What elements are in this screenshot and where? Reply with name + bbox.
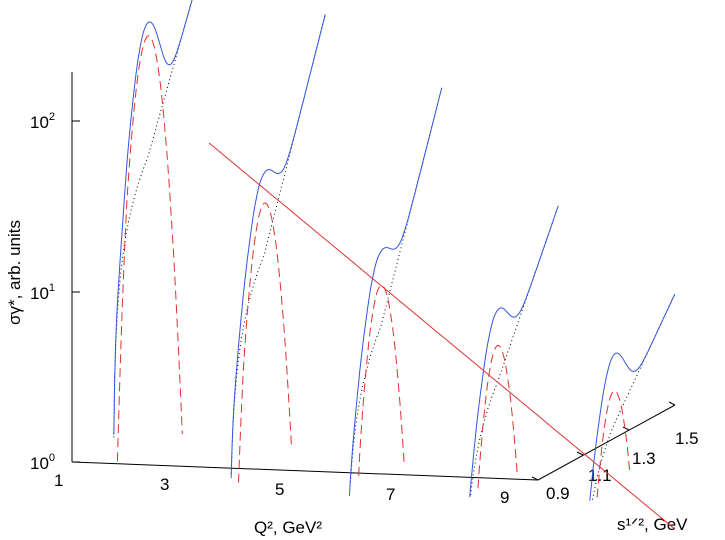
x-axis-ticks: 1 3 5 7 9 bbox=[54, 471, 509, 507]
resonance-curve bbox=[238, 202, 292, 483]
chart-curves bbox=[113, 0, 676, 530]
z-axis-ticks: 100 101 102 bbox=[30, 111, 80, 473]
y-tick-mark bbox=[622, 426, 630, 431]
x-tick-label: 1 bbox=[54, 471, 63, 490]
x-tick-label: 7 bbox=[386, 485, 395, 504]
y-axis-ticks: 0.9 1.1 1.3 1.5 bbox=[531, 401, 699, 503]
z-axis-title: σγ*, arb. units bbox=[5, 220, 24, 325]
total-curve bbox=[469, 205, 559, 498]
y-axis-line bbox=[537, 404, 676, 481]
total-curve bbox=[589, 293, 676, 501]
z-tick-label: 100 bbox=[30, 452, 55, 473]
resonance-curve bbox=[358, 284, 405, 477]
y-tick-mark bbox=[576, 451, 584, 456]
x-axis-title: Q², GeV² bbox=[254, 518, 322, 537]
background-curve bbox=[349, 87, 443, 483]
x-axis-line bbox=[71, 461, 539, 481]
total-curve bbox=[113, 0, 193, 435]
total-curve bbox=[349, 87, 443, 496]
background-curve bbox=[113, 0, 193, 438]
y-tick-label: 0.9 bbox=[546, 484, 570, 503]
resonance-curve bbox=[596, 390, 631, 498]
peak-envelope-curve bbox=[208, 142, 676, 530]
background-curve bbox=[592, 293, 676, 500]
z-tick-label: 101 bbox=[30, 282, 55, 303]
y-tick-mark bbox=[531, 476, 539, 481]
y-axis-title: s¹ᐟ², GeV bbox=[617, 515, 688, 534]
z-tick-label: 102 bbox=[30, 111, 55, 132]
y-tick-mark bbox=[668, 401, 676, 406]
x-tick-label: 9 bbox=[500, 488, 509, 507]
y-tick-label: 1.3 bbox=[632, 449, 656, 468]
x-tick-label: 5 bbox=[275, 480, 284, 499]
x-tick-label: 3 bbox=[160, 475, 169, 494]
resonance-curve bbox=[116, 35, 183, 462]
axis-frame bbox=[71, 72, 676, 481]
y-tick-label: 1.5 bbox=[675, 429, 699, 448]
total-curve bbox=[230, 14, 326, 477]
background-curve bbox=[230, 14, 326, 478]
y-tick-label: 1.1 bbox=[588, 466, 612, 485]
background-curve bbox=[470, 205, 559, 496]
resonance-curve bbox=[477, 344, 518, 489]
